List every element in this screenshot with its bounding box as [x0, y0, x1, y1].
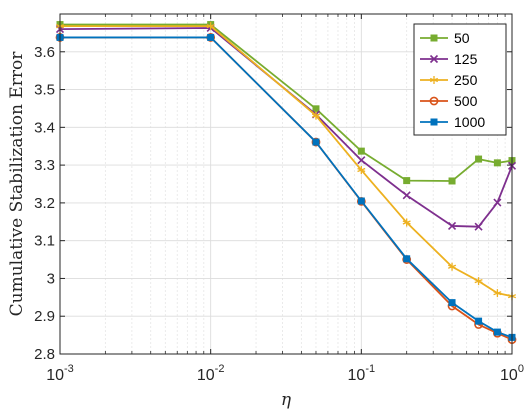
y-tick-label: 2.9 [34, 308, 55, 325]
legend-item-1000: 1000 [420, 114, 485, 130]
axis-ticks [59, 14, 513, 355]
data-point-250 [206, 22, 215, 31]
data-point-125 [447, 221, 457, 230]
data-point-1000 [493, 328, 501, 336]
data-point-1000 [448, 299, 456, 307]
data-point-125 [474, 222, 483, 231]
y-tick-label: 3.3 [34, 157, 55, 174]
plot-frame [59, 13, 513, 355]
data-point-1000 [475, 317, 483, 325]
series-layer [55, 21, 517, 345]
data-point-50 [448, 177, 456, 185]
data-point-1000 [403, 255, 411, 263]
y-tick-label: 3.2 [34, 195, 55, 212]
data-point-125 [402, 191, 411, 200]
legend-item-500: 500 [420, 93, 478, 109]
legend-item-125: 125 [420, 51, 478, 67]
legend-label: 250 [454, 72, 478, 88]
data-point-50 [357, 147, 365, 155]
y-axis-label: Cumulative Stabilization Error [7, 51, 27, 317]
y-tick-label: 3.4 [34, 119, 55, 136]
legend-marker [430, 34, 438, 42]
data-point-250 [448, 262, 457, 271]
y-tick-label: 3.6 [34, 44, 55, 61]
x-tick-label: 10-1 [348, 363, 376, 384]
data-point-250 [357, 166, 366, 175]
legend-marker [429, 96, 439, 106]
y-tick-label: 2.8 [34, 346, 55, 363]
x-tick-label: 10-3 [46, 363, 74, 384]
legend-marker [430, 118, 438, 126]
legend-label: 500 [454, 93, 478, 109]
data-point-250 [311, 111, 321, 120]
data-point-250 [474, 277, 483, 286]
data-point-50 [403, 177, 411, 185]
data-point-50 [312, 105, 320, 113]
x-axis-label: η [281, 390, 292, 410]
legend-label: 1000 [454, 114, 485, 130]
series-250 [55, 22, 517, 301]
x-tick-label: 10-2 [197, 363, 225, 384]
data-point-250 [402, 218, 411, 227]
legend-item-250: 250 [420, 72, 478, 88]
data-point-500 [311, 137, 321, 147]
data-point-1000 [312, 138, 320, 146]
legend: 50 125 250 500 1000 [413, 23, 507, 136]
data-point-1000 [207, 33, 215, 41]
legend-marker [429, 76, 439, 84]
data-point-250 [493, 289, 502, 298]
legend-marker [429, 54, 439, 64]
legend-label: 50 [454, 30, 470, 46]
data-point-125 [493, 198, 502, 207]
y-tick-label: 3.1 [34, 233, 55, 250]
x-axis-tick-labels: 10-3 10-2 10-1 100 [46, 363, 524, 384]
y-tick-label: 3.5 [34, 82, 55, 99]
legend-label: 125 [454, 51, 478, 67]
data-point-50 [493, 159, 501, 167]
x-tick-label: 100 [500, 363, 524, 384]
data-point-50 [475, 155, 483, 163]
y-tick-label: 3 [47, 270, 55, 287]
legend-item-50: 50 [420, 30, 470, 46]
data-point-1000 [357, 197, 365, 205]
data-point-125 [357, 156, 366, 165]
y-axis-tick-labels: 2.8 2.9 3 3.1 3.2 3.3 3.4 3.5 3.6 [34, 44, 55, 363]
